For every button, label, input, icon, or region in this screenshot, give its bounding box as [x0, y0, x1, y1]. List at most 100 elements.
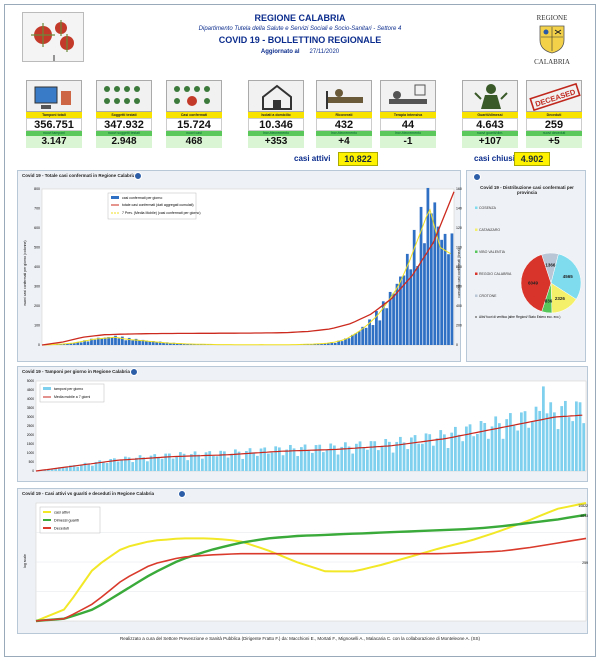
tests-bar	[421, 443, 424, 471]
tests-bar	[168, 453, 171, 471]
pie-legend-swatch	[475, 294, 478, 297]
daily-case-bar	[357, 331, 361, 345]
daily-case-bar	[333, 342, 337, 345]
tests-bar	[149, 455, 153, 471]
tests-bar	[446, 447, 450, 471]
tests-bar	[204, 452, 208, 471]
cases-y-tick: 700	[34, 207, 40, 211]
tests-bar	[523, 411, 527, 471]
tests-bar	[318, 444, 322, 471]
tests-bar	[281, 455, 285, 471]
pie-slice-label: 836	[545, 298, 553, 303]
daily-case-bar	[120, 336, 124, 345]
tests-bar	[146, 461, 149, 471]
intensive-care-icon	[380, 80, 436, 112]
daily-case-bar	[86, 341, 90, 345]
daily-case-bar	[124, 340, 128, 345]
cases-y-tick: 600	[34, 226, 40, 230]
daily-case-bar	[388, 291, 392, 345]
daily-case-bar	[354, 333, 358, 345]
tests-bar	[54, 468, 58, 471]
card-terapia: Terapia intensiva 44 Incr./decremento -1	[380, 80, 436, 148]
tests-y-tick: 1500	[27, 442, 34, 446]
tests-bar	[542, 386, 545, 471]
tests-bar	[578, 402, 582, 471]
update-line: Aggiornato al 27/11/2020	[260, 49, 340, 55]
daily-case-bar	[443, 233, 447, 345]
daily-case-bar	[131, 340, 135, 345]
house-icon	[248, 80, 304, 112]
tests-bar	[516, 430, 520, 471]
legend-attivi: casi attivi	[54, 511, 70, 515]
daily-case-bar	[402, 275, 406, 345]
daily-case-bar	[344, 338, 347, 345]
pie-slice-label: 6049	[528, 281, 539, 286]
tests-bar	[351, 453, 355, 471]
tests-bar	[303, 444, 307, 471]
card-casi: Casi confermati 15.724 nuovi casi 468	[166, 80, 222, 148]
active-y-label: log scale	[23, 554, 27, 568]
tests-bar	[428, 434, 432, 471]
cases-y-tick: 0	[38, 343, 40, 347]
cases-y2-tick: 4000	[456, 304, 462, 308]
tests-bar	[135, 457, 138, 471]
daily-case-bar	[399, 276, 402, 345]
daily-case-bar	[426, 187, 430, 345]
daily-case-bar	[72, 343, 76, 345]
cases-y2-label: cumulato casi confermati (linea)	[457, 248, 461, 297]
tests-bar	[157, 457, 160, 471]
tests-bar	[182, 453, 186, 471]
daily-case-bar	[182, 343, 186, 345]
tests-bar	[212, 455, 215, 471]
daily-case-bar	[151, 341, 155, 345]
tests-bar	[219, 450, 223, 471]
tests-bar	[369, 441, 373, 471]
deceduti-change: +5	[526, 136, 582, 148]
active-vs-recovered-panel: Covid 19 - Casi attivi vs guariti e dece…	[17, 488, 588, 634]
active-cases-label: casi attivi	[294, 154, 331, 163]
tests-bar	[138, 455, 142, 471]
end-label-guariti: 4643	[580, 514, 588, 518]
daily-case-bar	[114, 335, 117, 345]
tests-y-tick: 1000	[27, 451, 34, 455]
tests-bar	[153, 454, 157, 471]
cases-y-label: nuovi casi confermati per giorno (colonn…	[23, 240, 27, 305]
tests-bar	[424, 433, 428, 471]
tests-bar	[311, 452, 314, 471]
tests-bar	[556, 429, 560, 471]
tests-bar	[472, 436, 476, 471]
daily-case-bar	[416, 266, 419, 345]
tests-y-tick: 0	[32, 469, 34, 473]
tests-bar	[560, 406, 564, 471]
terapia-total: 44	[380, 118, 436, 131]
terapia-change: -1	[380, 136, 436, 148]
cases-y2-tick: 2000	[456, 324, 462, 328]
tests-bar	[223, 451, 226, 471]
people-virus-icon	[166, 80, 222, 112]
closed-cases-label: casi chiusi	[474, 154, 515, 163]
people-grid-icon	[96, 80, 152, 112]
legend-tests-avg: Media mobile a 7 giorni	[54, 395, 90, 399]
tests-bar	[395, 441, 399, 471]
casi-new: 468	[166, 136, 222, 148]
tests-bar	[259, 448, 263, 471]
tests-bar	[377, 450, 380, 471]
crest-bottom-label: CALABRIA	[534, 58, 570, 66]
tests-bar	[197, 454, 201, 471]
daily-case-bar	[138, 340, 141, 345]
legend-tests: tamponi per giorno	[54, 387, 83, 391]
pie-slice	[550, 253, 582, 300]
tests-bar	[256, 455, 259, 471]
calabria-crest-icon	[539, 25, 565, 54]
daily-case-bar	[361, 326, 365, 345]
tests-bar	[454, 426, 457, 471]
tests-bar	[366, 449, 369, 471]
daily-case-bar	[155, 342, 159, 345]
daily-case-bar	[127, 337, 131, 345]
closed-cases-value: 4.902	[514, 152, 550, 166]
tests-bar	[406, 449, 410, 471]
tamponi-total: 356.751	[26, 118, 82, 131]
daily-case-bar	[141, 339, 145, 345]
daily-case-bar	[450, 233, 454, 345]
tests-bar	[72, 465, 76, 471]
